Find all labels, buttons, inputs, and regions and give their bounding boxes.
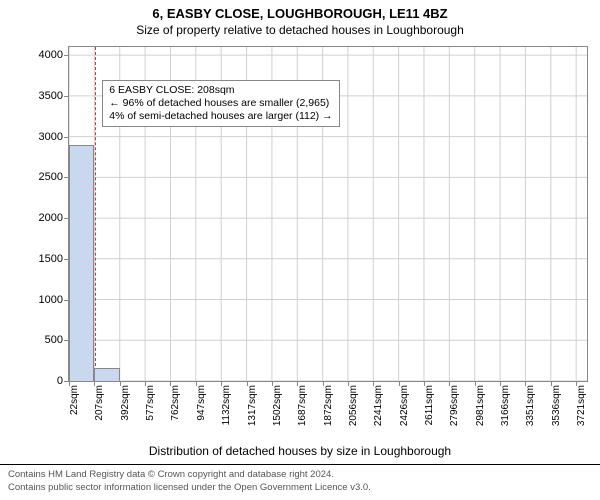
x-tick-mark <box>348 381 349 386</box>
x-tick-mark <box>424 381 425 386</box>
annotation-line-2: ← 96% of detached houses are smaller (2,… <box>109 97 332 110</box>
x-tick-mark <box>297 381 298 386</box>
x-tick-mark <box>449 381 450 386</box>
x-tick-label: 947sqm <box>196 385 207 421</box>
histogram-bar <box>94 368 119 381</box>
x-tick-mark <box>247 381 248 386</box>
y-tick-label: 4000 <box>39 49 63 61</box>
y-tick-label: 1500 <box>39 253 63 265</box>
chart-title-main: 6, EASBY CLOSE, LOUGHBOROUGH, LE11 4BZ <box>0 0 600 21</box>
x-tick-label: 1872sqm <box>323 385 334 426</box>
x-tick-label: 3166sqm <box>500 385 511 426</box>
x-tick-label: 2981sqm <box>475 385 486 426</box>
footer-line-2: Contains public sector information licen… <box>8 482 592 494</box>
x-tick-mark <box>373 381 374 386</box>
x-tick-label: 1502sqm <box>272 385 283 426</box>
x-tick-label: 22sqm <box>69 385 80 415</box>
x-tick-mark <box>94 381 95 386</box>
x-tick-mark <box>500 381 501 386</box>
x-tick-label: 2241sqm <box>373 385 384 426</box>
x-tick-label: 3536sqm <box>551 385 562 426</box>
x-tick-mark <box>525 381 526 386</box>
y-tick-label: 2000 <box>39 212 63 224</box>
x-tick-label: 2796sqm <box>449 385 460 426</box>
y-tick-label: 3500 <box>39 90 63 102</box>
annotation-box: 6 EASBY CLOSE: 208sqm ← 96% of detached … <box>102 80 339 127</box>
x-tick-label: 3721sqm <box>576 385 587 426</box>
x-tick-mark <box>145 381 146 386</box>
x-tick-label: 762sqm <box>170 385 181 421</box>
y-tick-label: 2500 <box>39 171 63 183</box>
y-tick-mark <box>64 96 69 97</box>
x-tick-mark <box>272 381 273 386</box>
x-tick-label: 2426sqm <box>399 385 410 426</box>
chart-title-sub: Size of property relative to detached ho… <box>0 21 600 41</box>
reference-line <box>95 47 96 381</box>
x-tick-mark <box>475 381 476 386</box>
x-tick-mark <box>120 381 121 386</box>
annotation-line-3: 4% of semi-detached houses are larger (1… <box>109 110 332 123</box>
y-tick-label: 1000 <box>39 294 63 306</box>
footer: Contains HM Land Registry data © Crown c… <box>0 464 600 500</box>
y-tick-label: 3000 <box>39 131 63 143</box>
footer-line-1: Contains HM Land Registry data © Crown c… <box>8 469 592 481</box>
x-tick-label: 3351sqm <box>525 385 536 426</box>
x-tick-mark <box>69 381 70 386</box>
y-tick-label: 0 <box>57 375 63 387</box>
chart-container: Number of detached properties 6 EASBY CL… <box>0 40 600 440</box>
x-tick-mark <box>551 381 552 386</box>
x-tick-label: 577sqm <box>145 385 156 421</box>
x-tick-label: 1317sqm <box>247 385 258 426</box>
x-tick-mark <box>170 381 171 386</box>
x-tick-mark <box>221 381 222 386</box>
x-tick-label: 392sqm <box>120 385 131 421</box>
x-tick-label: 207sqm <box>94 385 105 421</box>
y-tick-mark <box>64 137 69 138</box>
y-tick-label: 500 <box>45 334 63 346</box>
x-tick-mark <box>196 381 197 386</box>
x-tick-label: 1687sqm <box>297 385 308 426</box>
x-tick-mark <box>323 381 324 386</box>
plot-area: 6 EASBY CLOSE: 208sqm ← 96% of detached … <box>68 46 588 382</box>
x-tick-mark <box>576 381 577 386</box>
y-tick-mark <box>64 55 69 56</box>
x-tick-mark <box>399 381 400 386</box>
histogram-bar <box>69 145 94 381</box>
x-tick-label: 1132sqm <box>221 385 232 425</box>
x-axis-label: Distribution of detached houses by size … <box>0 444 600 458</box>
x-tick-label: 2056sqm <box>348 385 359 426</box>
annotation-line-1: 6 EASBY CLOSE: 208sqm <box>109 84 332 97</box>
x-tick-label: 2611sqm <box>424 385 435 425</box>
